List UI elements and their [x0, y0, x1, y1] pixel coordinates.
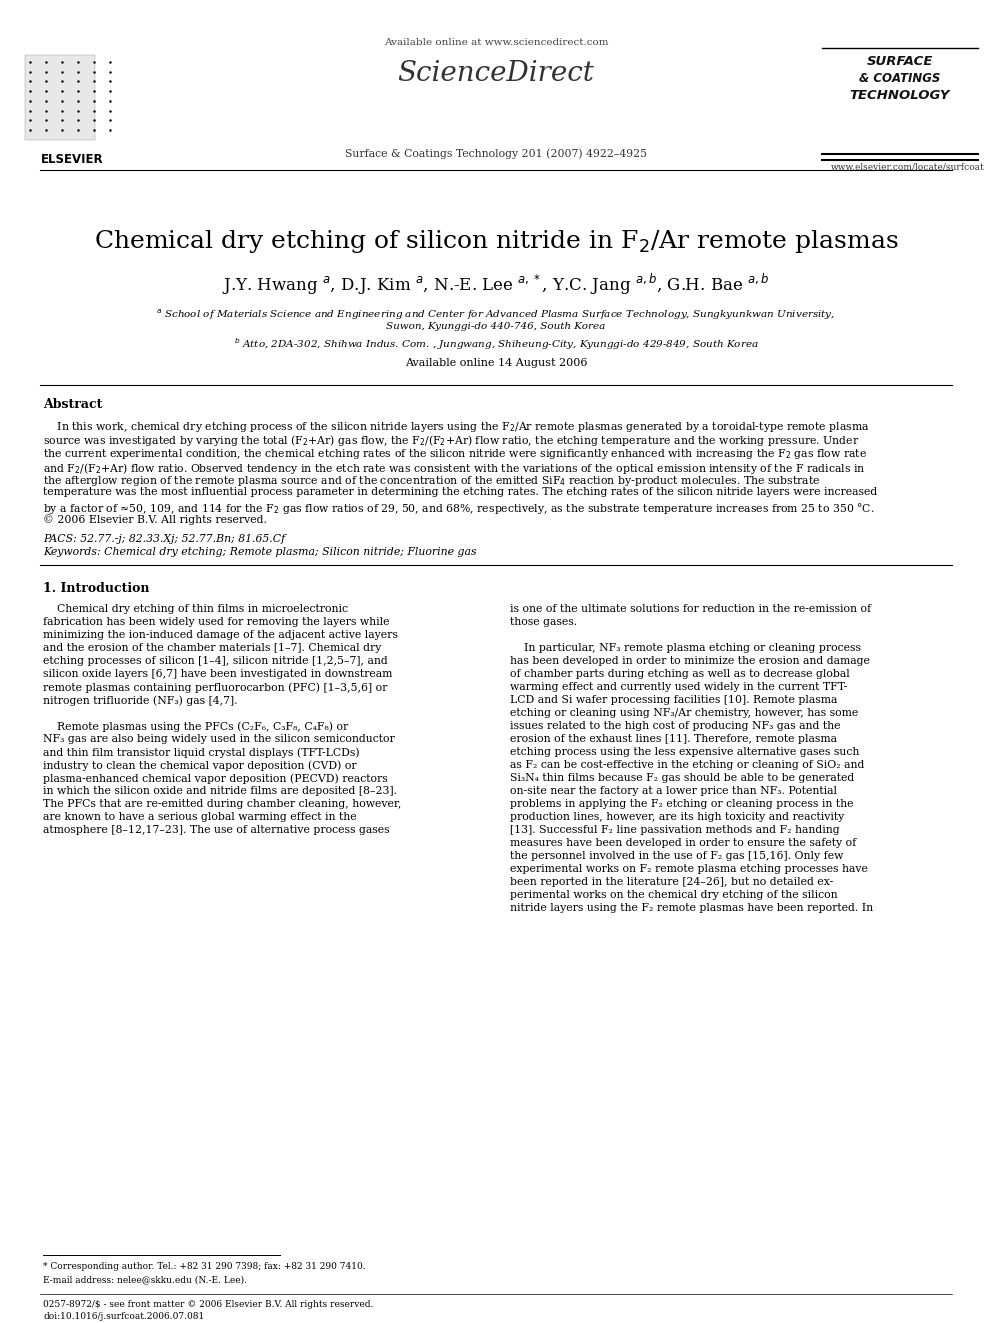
Text: problems in applying the F₂ etching or cleaning process in the: problems in applying the F₂ etching or c…	[510, 799, 853, 808]
Text: LCD and Si wafer processing facilities [10]. Remote plasma: LCD and Si wafer processing facilities […	[510, 695, 837, 705]
Text: remote plasmas containing perfluorocarbon (PFC) [1–3,5,6] or: remote plasmas containing perfluorocarbo…	[43, 681, 387, 692]
Text: www.elsevier.com/locate/surfcoat: www.elsevier.com/locate/surfcoat	[831, 163, 985, 172]
Text: $^a$ School of Materials Science and Engineering and Center for Advanced Plasma : $^a$ School of Materials Science and Eng…	[157, 308, 835, 323]
Text: are known to have a serious global warming effect in the: are known to have a serious global warmi…	[43, 812, 357, 822]
Text: * Corresponding author. Tel.: +82 31 290 7398; fax: +82 31 290 7410.: * Corresponding author. Tel.: +82 31 290…	[43, 1262, 366, 1271]
Text: the current experimental condition, the chemical etching rates of the silicon ni: the current experimental condition, the …	[43, 447, 867, 460]
Text: the afterglow region of the remote plasma source and of the concentration of the: the afterglow region of the remote plasm…	[43, 474, 820, 488]
Text: PACS: 52.77.-j; 82.33.Xj; 52.77.Bn; 81.65.Cf: PACS: 52.77.-j; 82.33.Xj; 52.77.Bn; 81.6…	[43, 534, 285, 544]
Text: ScienceDirect: ScienceDirect	[398, 60, 594, 87]
Text: industry to clean the chemical vapor deposition (CVD) or: industry to clean the chemical vapor dep…	[43, 759, 357, 770]
Text: of chamber parts during etching as well as to decrease global: of chamber parts during etching as well …	[510, 669, 850, 679]
Text: erosion of the exhaust lines [11]. Therefore, remote plasma: erosion of the exhaust lines [11]. There…	[510, 734, 837, 744]
Text: Available online 14 August 2006: Available online 14 August 2006	[405, 359, 587, 368]
Text: ELSEVIER: ELSEVIER	[41, 153, 103, 165]
Text: TECHNOLOGY: TECHNOLOGY	[850, 89, 950, 102]
Text: 0257-8972/$ - see front matter © 2006 Elsevier B.V. All rights reserved.: 0257-8972/$ - see front matter © 2006 El…	[43, 1301, 373, 1308]
Text: Si₃N₄ thin films because F₂ gas should be able to be generated: Si₃N₄ thin films because F₂ gas should b…	[510, 773, 854, 783]
Text: plasma-enhanced chemical vapor deposition (PECVD) reactors: plasma-enhanced chemical vapor depositio…	[43, 773, 388, 783]
Text: source was investigated by varying the total (F$_2$+Ar) gas flow, the F$_2$/(F$_: source was investigated by varying the t…	[43, 434, 859, 448]
Text: E-mail address: nelee@skku.edu (N.-E. Lee).: E-mail address: nelee@skku.edu (N.-E. Le…	[43, 1275, 247, 1285]
Text: and F$_2$/(F$_2$+Ar) flow ratio. Observed tendency in the etch rate was consiste: and F$_2$/(F$_2$+Ar) flow ratio. Observe…	[43, 460, 866, 475]
Text: those gases.: those gases.	[510, 617, 577, 627]
Text: as F₂ can be cost-effective in the etching or cleaning of SiO₂ and: as F₂ can be cost-effective in the etchi…	[510, 759, 864, 770]
Text: In this work, chemical dry etching process of the silicon nitride layers using t: In this work, chemical dry etching proce…	[43, 419, 870, 434]
Text: on-site near the factory at a lower price than NF₃. Potential: on-site near the factory at a lower pric…	[510, 786, 837, 796]
Text: perimental works on the chemical dry etching of the silicon: perimental works on the chemical dry etc…	[510, 890, 837, 900]
Text: been reported in the literature [24–26], but no detailed ex-: been reported in the literature [24–26],…	[510, 877, 833, 886]
Text: 1. Introduction: 1. Introduction	[43, 582, 150, 595]
Text: production lines, however, are its high toxicity and reactivity: production lines, however, are its high …	[510, 812, 844, 822]
Text: Surface & Coatings Technology 201 (2007) 4922–4925: Surface & Coatings Technology 201 (2007)…	[345, 148, 647, 159]
Text: temperature was the most influential process parameter in determining the etchin: temperature was the most influential pro…	[43, 487, 877, 497]
Text: doi:10.1016/j.surfcoat.2006.07.081: doi:10.1016/j.surfcoat.2006.07.081	[43, 1312, 204, 1320]
Bar	[25, 56, 95, 140]
Text: issues related to the high cost of producing NF₃ gas and the: issues related to the high cost of produ…	[510, 721, 840, 732]
Text: etching processes of silicon [1–4], silicon nitride [1,2,5–7], and: etching processes of silicon [1–4], sili…	[43, 656, 388, 665]
Text: J.Y. Hwang $^a$, D.J. Kim $^a$, N.-E. Lee $^{a,*}$, Y.C. Jang $^{a,b}$, G.H. Bae: J.Y. Hwang $^a$, D.J. Kim $^a$, N.-E. Le…	[222, 273, 770, 298]
Text: Keywords: Chemical dry etching; Remote plasma; Silicon nitride; Fluorine gas: Keywords: Chemical dry etching; Remote p…	[43, 546, 476, 557]
Text: Available online at www.sciencedirect.com: Available online at www.sciencedirect.co…	[384, 38, 608, 48]
Text: © 2006 Elsevier B.V. All rights reserved.: © 2006 Elsevier B.V. All rights reserved…	[43, 515, 267, 525]
Text: Remote plasmas using the PFCs (C₂F₆, C₃F₈, C₄F₈) or: Remote plasmas using the PFCs (C₂F₆, C₃F…	[43, 721, 348, 732]
Text: etching or cleaning using NF₃/Ar chemistry, however, has some: etching or cleaning using NF₃/Ar chemist…	[510, 708, 858, 718]
Text: warming effect and currently used widely in the current TFT-: warming effect and currently used widely…	[510, 681, 847, 692]
Text: NF₃ gas are also being widely used in the silicon semiconductor: NF₃ gas are also being widely used in th…	[43, 734, 395, 744]
Text: fabrication has been widely used for removing the layers while: fabrication has been widely used for rem…	[43, 617, 390, 627]
Text: In particular, NF₃ remote plasma etching or cleaning process: In particular, NF₃ remote plasma etching…	[510, 643, 861, 654]
Text: Chemical dry etching of silicon nitride in F$_2$/Ar remote plasmas: Chemical dry etching of silicon nitride …	[93, 228, 899, 255]
Text: nitride layers using the F₂ remote plasmas have been reported. In: nitride layers using the F₂ remote plasm…	[510, 904, 873, 913]
Text: measures have been developed in order to ensure the safety of: measures have been developed in order to…	[510, 837, 856, 848]
Text: & COATINGS: & COATINGS	[859, 71, 940, 85]
Text: SURFACE: SURFACE	[867, 56, 933, 67]
Text: Abstract: Abstract	[43, 398, 102, 411]
Text: and the erosion of the chamber materials [1–7]. Chemical dry: and the erosion of the chamber materials…	[43, 643, 381, 654]
Text: silicon oxide layers [6,7] have been investigated in downstream: silicon oxide layers [6,7] have been inv…	[43, 669, 393, 679]
Text: has been developed in order to minimize the erosion and damage: has been developed in order to minimize …	[510, 656, 870, 665]
Text: and thin film transistor liquid crystal displays (TFT-LCDs): and thin film transistor liquid crystal …	[43, 747, 360, 758]
Text: etching process using the less expensive alternative gases such: etching process using the less expensive…	[510, 747, 859, 757]
Text: nitrogen trifluoride (NF₃) gas [4,7].: nitrogen trifluoride (NF₃) gas [4,7].	[43, 695, 237, 705]
Text: is one of the ultimate solutions for reduction in the re-emission of: is one of the ultimate solutions for red…	[510, 605, 871, 614]
Text: by a factor of ≈50, 109, and 114 for the F$_2$ gas flow ratios of 29, 50, and 68: by a factor of ≈50, 109, and 114 for the…	[43, 501, 875, 516]
Text: the personnel involved in the use of F₂ gas [15,16]. Only few: the personnel involved in the use of F₂ …	[510, 851, 843, 861]
Text: in which the silicon oxide and nitride films are deposited [8–23].: in which the silicon oxide and nitride f…	[43, 786, 397, 796]
Text: $^b$ Atto, 2DA-302, Shihwa Indus. Com. , Jungwang, Shiheung-City, Kyunggi-do 429: $^b$ Atto, 2DA-302, Shihwa Indus. Com. ,…	[233, 336, 759, 352]
Text: experimental works on F₂ remote plasma etching processes have: experimental works on F₂ remote plasma e…	[510, 864, 868, 875]
Text: Chemical dry etching of thin films in microelectronic: Chemical dry etching of thin films in mi…	[43, 605, 348, 614]
Text: The PFCs that are re-emitted during chamber cleaning, however,: The PFCs that are re-emitted during cham…	[43, 799, 402, 808]
Text: [13]. Successful F₂ line passivation methods and F₂ handing: [13]. Successful F₂ line passivation met…	[510, 826, 839, 835]
Text: Suwon, Kyunggi-do 440-746, South Korea: Suwon, Kyunggi-do 440-746, South Korea	[386, 321, 606, 331]
Text: minimizing the ion-induced damage of the adjacent active layers: minimizing the ion-induced damage of the…	[43, 630, 398, 640]
Text: atmosphere [8–12,17–23]. The use of alternative process gases: atmosphere [8–12,17–23]. The use of alte…	[43, 826, 390, 835]
